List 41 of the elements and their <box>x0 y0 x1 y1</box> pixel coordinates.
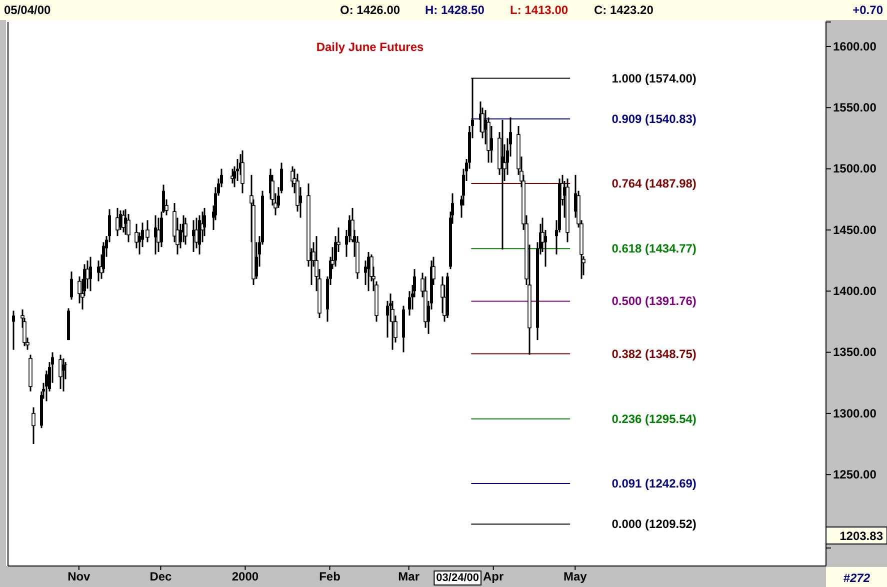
candlestick <box>89 256 92 292</box>
text: 1.000 (1574.00) <box>612 71 696 86</box>
candlestick <box>58 354 62 390</box>
text: 0.236 (1295.54) <box>612 412 696 426</box>
x-tick-label: Nov <box>68 570 91 584</box>
text: O: 1426.00 <box>340 3 400 17</box>
text: C: 1423.20 <box>594 3 654 17</box>
y-tick-label: 1450.00 <box>833 222 877 237</box>
candlestick <box>32 406 36 445</box>
y-tick-label: 1350.00 <box>833 345 877 360</box>
text: Daily June Futures <box>316 40 424 54</box>
text: 0.764 (1487.98) <box>612 176 696 190</box>
x-tick-label: Mar <box>398 570 420 584</box>
text: L: 1413.00 <box>510 3 568 17</box>
text: 0.909 (1540.83) <box>612 112 696 126</box>
text: 1203.83 <box>840 529 884 543</box>
y-tick-label: 1600.00 <box>833 39 877 54</box>
x-tick-label: May <box>563 570 588 584</box>
y-tick-label: 1500.00 <box>833 162 877 176</box>
candlestick <box>62 358 65 392</box>
x-tick-label: Feb <box>319 570 340 584</box>
y-tick-label: 1400.00 <box>833 284 877 298</box>
text: 0.000 (1209.52) <box>612 517 696 532</box>
candlestick <box>116 207 120 237</box>
text: 0.500 (1391.76) <box>612 294 696 308</box>
x-tick-label: 2000 <box>232 570 259 584</box>
candlestick <box>12 310 15 351</box>
x-tick-label: Apr <box>483 570 504 584</box>
text: 0.382 (1348.75) <box>612 346 696 361</box>
text: #272 <box>843 571 870 585</box>
candlestick <box>70 270 73 300</box>
text: 03/24/00 <box>436 572 479 584</box>
text: H: 1428.50 <box>425 3 485 17</box>
y-tick-label: 1550.00 <box>833 100 877 114</box>
y-tick-label: 1300.00 <box>833 406 877 420</box>
text: 0.091 (1242.69) <box>612 476 696 491</box>
text: 0.618 (1434.77) <box>612 242 696 256</box>
text: 05/04/00 <box>4 3 52 17</box>
x-tick-label: Dec <box>150 570 172 584</box>
y-tick-label: 1250.00 <box>833 467 877 482</box>
text: +0.70 <box>852 3 884 17</box>
